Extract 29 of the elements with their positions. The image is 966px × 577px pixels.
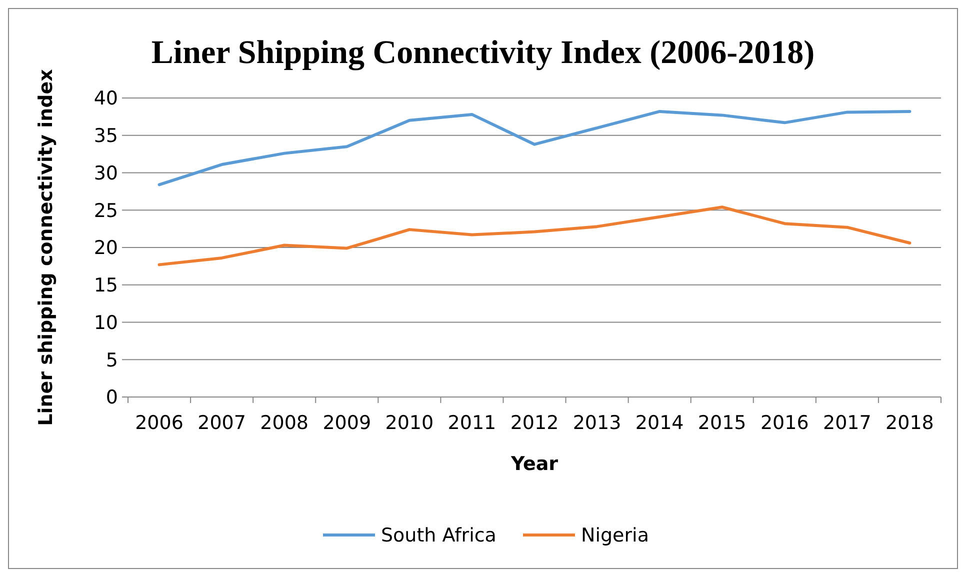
x-tick-label: 2007 <box>198 412 246 434</box>
y-axis-title: Liner shipping connectivity index <box>35 69 57 426</box>
x-tick-label: 2015 <box>698 412 746 434</box>
line-series <box>158 110 912 186</box>
x-tick-label: 2011 <box>448 412 496 434</box>
x-tick-label: 2006 <box>135 412 184 434</box>
x-tick-label: 2014 <box>635 412 684 434</box>
x-tick-label: 2012 <box>510 412 559 434</box>
y-tick-label: 40 <box>94 88 118 110</box>
y-tick-label: 30 <box>94 162 118 184</box>
y-tick-label: 35 <box>94 125 118 148</box>
legend-label: Nigeria <box>581 524 649 547</box>
x-tick-label: 2010 <box>385 412 434 434</box>
chart-title: Liner Shipping Connectivity Index (2006-2018) <box>151 35 815 71</box>
y-tick-label: 0 <box>106 386 118 409</box>
x-tick-label: 2008 <box>260 412 309 434</box>
y-tick-label: 15 <box>94 274 118 297</box>
x-tick-label: 2018 <box>886 412 934 434</box>
y-tick-label: 10 <box>94 312 118 334</box>
line-series <box>158 206 912 266</box>
x-tick-label: 2016 <box>760 412 809 434</box>
y-tick-label: 5 <box>106 349 118 372</box>
y-tick-label: 25 <box>94 200 118 222</box>
x-tick-label: 2017 <box>823 412 872 434</box>
x-axis-title: Year <box>510 453 559 475</box>
y-tick-label: 20 <box>94 237 118 260</box>
x-tick-label: 2009 <box>322 412 372 434</box>
x-tick-label: 2013 <box>572 412 622 434</box>
legend-label: South Africa <box>381 524 496 547</box>
